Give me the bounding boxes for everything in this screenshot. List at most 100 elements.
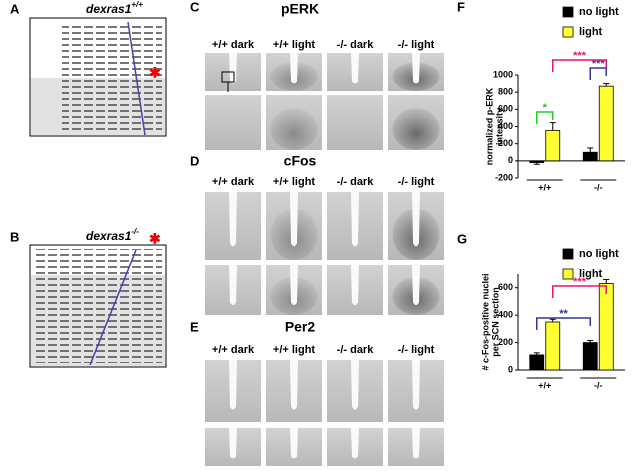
micrograph <box>266 428 322 466</box>
error-bar <box>603 278 610 284</box>
ventricle <box>412 360 420 410</box>
panel-title: dexras1-/- <box>86 227 139 243</box>
y-axis-label: normalized p-ERK <box>484 87 494 165</box>
legend-swatch <box>562 26 574 38</box>
column-label: -/- light <box>398 344 435 356</box>
x-tick-label: +/+ <box>538 380 551 390</box>
ventricle <box>412 192 420 247</box>
column-label: +/+ dark <box>212 344 255 356</box>
tissue <box>327 95 383 150</box>
panel-label: E <box>190 319 199 334</box>
micrograph <box>205 95 261 150</box>
significance-bracket <box>589 67 607 80</box>
panel-label: A <box>10 1 20 16</box>
x-tick-label: -/- <box>594 182 603 192</box>
ventricle <box>229 53 237 84</box>
column-label: +/+ light <box>273 344 316 356</box>
micrograph <box>205 192 261 260</box>
y-tick-label: 200 <box>498 138 513 148</box>
micrograph <box>327 360 383 422</box>
error-bar <box>533 162 540 165</box>
ventricle <box>229 428 237 459</box>
y-tick-label: 400 <box>498 310 513 320</box>
ventricle <box>351 192 359 247</box>
error-bar <box>549 318 556 322</box>
column-label: -/- light <box>398 176 435 188</box>
svg-text:✱: ✱ <box>149 231 161 247</box>
column-label: +/+ dark <box>212 39 255 51</box>
y-tick-label: 400 <box>498 121 513 131</box>
y-tick-label: 600 <box>498 282 513 292</box>
micrograph <box>388 192 444 260</box>
bar <box>582 342 598 371</box>
legend-swatch <box>562 248 574 260</box>
micrograph <box>266 360 322 422</box>
micrograph <box>327 95 383 150</box>
legend-label: no light <box>579 248 619 260</box>
legend-swatch <box>562 6 574 18</box>
micrograph <box>266 265 322 315</box>
micrograph <box>266 53 322 91</box>
error-bar <box>587 340 594 343</box>
ventricle <box>290 265 298 305</box>
micrograph <box>388 95 444 150</box>
significance-label: ** <box>559 308 568 320</box>
ventricle <box>229 265 237 305</box>
column-label: +/+ light <box>273 39 316 51</box>
panel-title: Per2 <box>285 319 316 335</box>
y-tick-label: 800 <box>498 87 513 97</box>
significance-bracket <box>552 59 607 72</box>
actogram: ✱ <box>29 17 167 137</box>
significance-label: *** <box>573 50 587 62</box>
column-label: -/- light <box>398 39 435 51</box>
tissue <box>205 95 261 150</box>
micrograph <box>205 360 261 422</box>
micrograph <box>266 95 322 150</box>
ventricle <box>229 192 237 247</box>
y-axis-label: intensity <box>494 108 504 145</box>
bar <box>598 85 614 162</box>
error-bar <box>549 122 556 131</box>
ventricle <box>229 360 237 410</box>
y-tick-label: 0 <box>508 364 513 374</box>
stain <box>270 108 318 150</box>
micrograph <box>327 265 383 315</box>
ventricle <box>290 53 298 84</box>
legend-label: light <box>579 268 603 280</box>
y-tick-label: 0 <box>508 155 513 165</box>
ventricle <box>351 265 359 305</box>
bar <box>582 151 598 162</box>
significance-bracket <box>536 111 554 124</box>
bar <box>545 321 561 371</box>
column-label: -/- dark <box>337 176 375 188</box>
micrograph <box>388 428 444 466</box>
bar <box>545 129 561 162</box>
panel-title: dexras1+/+ <box>86 0 143 16</box>
ventricle <box>351 360 359 410</box>
micrograph <box>388 360 444 422</box>
significance-bracket <box>552 285 607 298</box>
bar <box>598 283 614 371</box>
significance-bracket <box>536 317 591 330</box>
column-label: -/- dark <box>337 39 375 51</box>
x-tick-label: -/- <box>594 380 603 390</box>
micrograph <box>327 192 383 260</box>
bar <box>529 354 545 371</box>
title-sup: -/- <box>131 227 139 236</box>
panel-label: D <box>190 153 199 168</box>
legend-label: no light <box>579 6 619 18</box>
y-tick-label: 600 <box>498 104 513 114</box>
ventricle <box>351 428 359 459</box>
title-sup: +/+ <box>131 0 143 9</box>
ventricle <box>290 428 298 459</box>
y-tick-label: -200 <box>495 172 513 182</box>
micrograph <box>388 53 444 91</box>
micrograph <box>205 428 261 466</box>
actogram: ✱ <box>29 231 167 368</box>
significance-label: *** <box>573 276 587 288</box>
ventricle <box>412 428 420 459</box>
svg-text:✱: ✱ <box>149 65 161 81</box>
micrograph <box>327 428 383 466</box>
column-label: +/+ dark <box>212 176 255 188</box>
